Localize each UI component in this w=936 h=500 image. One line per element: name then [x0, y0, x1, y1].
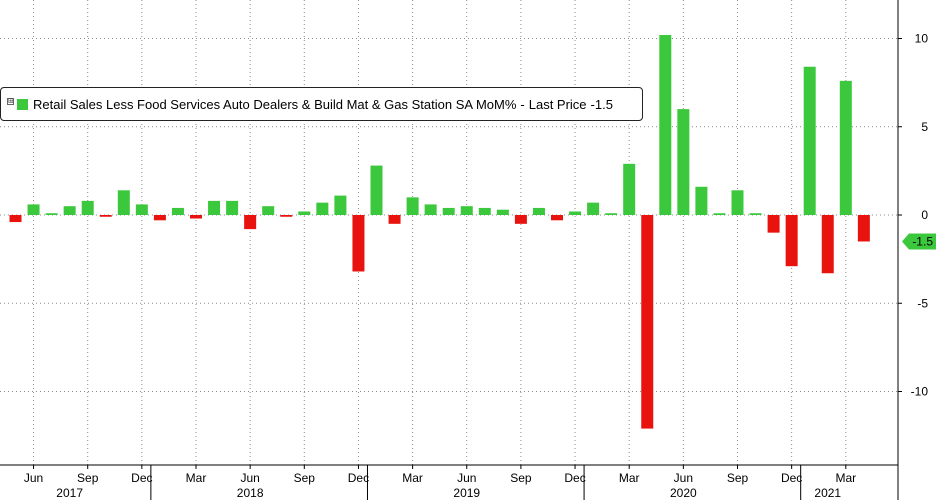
x-year-label: 2017 — [56, 486, 83, 500]
legend-last-price-value: -1.5 — [590, 96, 613, 112]
bar — [767, 215, 780, 233]
x-tick-label: Dec — [781, 471, 802, 485]
bar — [695, 186, 708, 215]
bars — [9, 34, 870, 429]
bar — [99, 215, 112, 217]
bar — [587, 202, 600, 215]
x-year-label: 2018 — [237, 486, 264, 500]
x-tick-label: Jun — [674, 471, 693, 485]
bar — [135, 204, 148, 215]
bar — [81, 200, 94, 215]
bar — [9, 215, 22, 223]
legend-last-price-label: Last Price — [528, 96, 587, 112]
last-value-label: -1.5 — [912, 234, 933, 248]
bar — [442, 207, 455, 215]
gridlines — [0, 0, 898, 465]
bar — [208, 200, 221, 215]
y-tick-label: -10 — [911, 385, 929, 399]
bar — [641, 215, 654, 429]
x-tick-label: Jun — [24, 471, 43, 485]
bar — [153, 215, 166, 221]
x-tick-label: Mar — [835, 471, 856, 485]
legend-label: Retail Sales Less Food Services Auto Dea… — [33, 97, 613, 112]
bar — [424, 204, 437, 215]
x-year-label: 2019 — [453, 486, 480, 500]
bar — [803, 66, 816, 216]
bar — [171, 207, 184, 215]
x-tick-label: Jun — [457, 471, 476, 485]
legend-series-name: Retail Sales Less Food Services Auto Dea… — [33, 96, 517, 112]
bar — [370, 165, 383, 215]
last-value-marker: -1.5 — [902, 233, 936, 250]
legend-swatch — [17, 98, 28, 110]
x-tick-label: Mar — [402, 471, 423, 485]
bar — [785, 215, 798, 267]
bar — [478, 207, 491, 215]
bar — [821, 215, 834, 274]
x-tick-label: Sep — [77, 471, 99, 485]
bar — [45, 213, 58, 215]
bar — [298, 211, 311, 215]
x-tick-label: Sep — [727, 471, 749, 485]
bar — [406, 197, 419, 215]
bar — [532, 207, 545, 215]
y-tick-label: 10 — [915, 32, 929, 46]
bar — [659, 34, 672, 215]
last-value-tag — [902, 233, 936, 250]
bar — [857, 215, 870, 242]
bar — [496, 209, 509, 215]
y-tick-label: 0 — [921, 208, 928, 222]
bar — [117, 190, 130, 215]
x-tick-label: Dec — [131, 471, 152, 485]
x-year-label: 2020 — [670, 486, 697, 500]
bar — [63, 206, 76, 215]
bar — [190, 215, 202, 219]
bar — [226, 200, 239, 215]
bar — [623, 163, 636, 215]
x-tick-label: Mar — [186, 471, 207, 485]
x-tick-label: Jun — [240, 471, 259, 485]
bar — [514, 215, 527, 224]
x-year-label: 2021 — [814, 486, 841, 500]
legend-separator: - — [520, 96, 525, 112]
bar — [677, 109, 690, 215]
bar — [460, 206, 473, 215]
bar — [839, 80, 852, 215]
x-tick-label: Sep — [510, 471, 532, 485]
bar — [731, 190, 744, 215]
bar — [280, 215, 293, 217]
expand-icon[interactable]: ⊞ — [7, 97, 14, 105]
legend[interactable]: ⊞ Retail Sales Less Food Services Auto D… — [0, 87, 643, 121]
bar — [551, 215, 563, 221]
x-tick-label: Dec — [564, 471, 585, 485]
bar — [388, 215, 401, 224]
bar — [244, 215, 257, 230]
bar — [262, 206, 275, 215]
bar — [569, 211, 582, 215]
y-tick-label: -5 — [917, 296, 928, 310]
bar — [27, 204, 40, 215]
bar — [352, 215, 365, 272]
x-tick-label: Sep — [294, 471, 316, 485]
y-tick-label: 5 — [921, 120, 928, 134]
x-tick-label: Mar — [619, 471, 640, 485]
bar — [334, 195, 347, 215]
bar — [316, 202, 329, 215]
bar — [605, 213, 618, 215]
bar — [713, 213, 726, 215]
bar — [749, 213, 762, 215]
x-tick-label: Dec — [348, 471, 369, 485]
